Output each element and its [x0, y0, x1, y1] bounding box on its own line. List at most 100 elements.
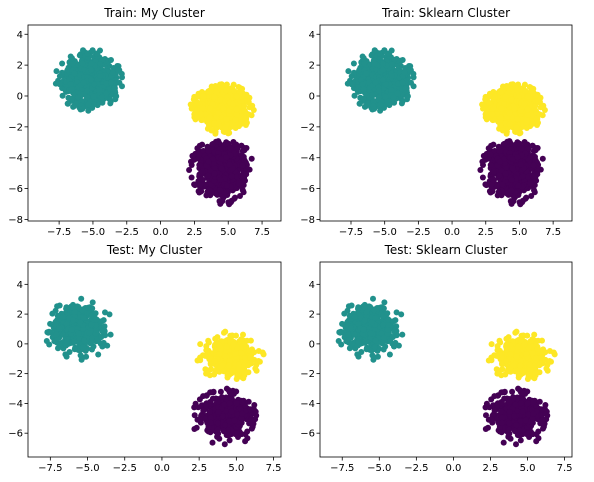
x-tick-label: 2.5 [478, 227, 494, 238]
data-point [508, 96, 515, 103]
data-point [487, 189, 494, 196]
data-point [206, 122, 212, 129]
data-point [103, 90, 110, 97]
data-point [85, 107, 92, 114]
data-point [69, 60, 76, 67]
cluster-2 [186, 138, 255, 208]
y-tick-label: 2 [17, 61, 23, 72]
data-point [375, 87, 382, 94]
axes-frame [319, 24, 573, 222]
data-point [196, 142, 203, 149]
data-point [348, 81, 355, 88]
data-point [89, 346, 95, 353]
panel-title: Train: My Cluster [103, 6, 205, 20]
data-point [360, 95, 367, 102]
data-point [391, 56, 398, 63]
data-point [209, 101, 216, 107]
data-point [530, 162, 537, 169]
data-point [495, 143, 502, 150]
data-point [487, 162, 494, 168]
data-point [109, 69, 116, 76]
data-point [211, 164, 218, 171]
scatter-points [43, 295, 267, 448]
data-point [514, 116, 521, 123]
data-point [88, 76, 95, 83]
y-tick-label: 2 [309, 61, 315, 72]
data-point [502, 120, 509, 127]
data-point [486, 99, 493, 106]
data-point [524, 111, 531, 118]
data-point [227, 145, 234, 152]
data-point [500, 83, 506, 90]
data-point [89, 299, 96, 306]
x-tick-label: −5.0 [81, 227, 105, 238]
data-point [508, 187, 515, 194]
data-point [399, 79, 406, 86]
data-point [204, 143, 211, 150]
data-point [107, 100, 114, 107]
data-point [410, 83, 417, 90]
data-point [204, 189, 211, 195]
data-point [497, 122, 504, 129]
data-point [497, 114, 504, 121]
data-point [351, 92, 358, 99]
data-point [211, 120, 218, 127]
data-point [511, 105, 518, 112]
data-point [235, 84, 242, 90]
x-tick-label: −2.5 [406, 227, 430, 238]
data-point [368, 52, 375, 59]
data-point [528, 193, 535, 199]
data-point [194, 99, 201, 106]
y-tick-label: −2 [8, 122, 23, 133]
y-tick-label: −4 [300, 153, 315, 164]
data-point [487, 151, 494, 158]
data-point [217, 96, 224, 103]
data-point [108, 79, 114, 86]
data-point [532, 103, 539, 109]
data-point [228, 173, 235, 180]
data-point [218, 165, 225, 172]
data-point [224, 182, 230, 189]
data-point [119, 83, 125, 90]
data-point [73, 100, 80, 107]
data-point [188, 105, 195, 112]
data-point [208, 127, 215, 134]
data-point [497, 89, 504, 96]
data-point [377, 101, 384, 108]
data-point [356, 100, 363, 107]
data-point [186, 167, 193, 173]
data-point [489, 176, 496, 183]
data-point [381, 47, 388, 54]
data-point [223, 87, 230, 94]
data-point [84, 94, 91, 101]
x-tick-label: 7.5 [545, 227, 561, 238]
x-tick-label: −7.5 [339, 227, 363, 238]
data-point [515, 182, 522, 189]
data-point [205, 172, 212, 179]
data-point [371, 60, 378, 67]
data-point [215, 110, 222, 117]
x-tick-label: 0.0 [153, 227, 169, 238]
data-point [535, 119, 541, 126]
data-point [385, 50, 392, 57]
data-point [197, 181, 204, 188]
data-point [479, 174, 486, 181]
data-point [248, 155, 255, 162]
data-point [196, 162, 203, 168]
data-point [524, 106, 531, 113]
data-point [501, 140, 508, 147]
data-point [379, 60, 386, 67]
data-point [489, 111, 496, 118]
data-point [490, 168, 497, 175]
data-point [230, 100, 236, 107]
cluster-0 [52, 47, 125, 114]
cluster-1 [187, 81, 257, 137]
data-point [232, 125, 239, 131]
data-point [197, 111, 204, 118]
data-point [59, 60, 66, 67]
data-point [196, 189, 203, 196]
data-point [239, 162, 246, 169]
data-point [234, 93, 241, 100]
data-point [529, 90, 536, 97]
